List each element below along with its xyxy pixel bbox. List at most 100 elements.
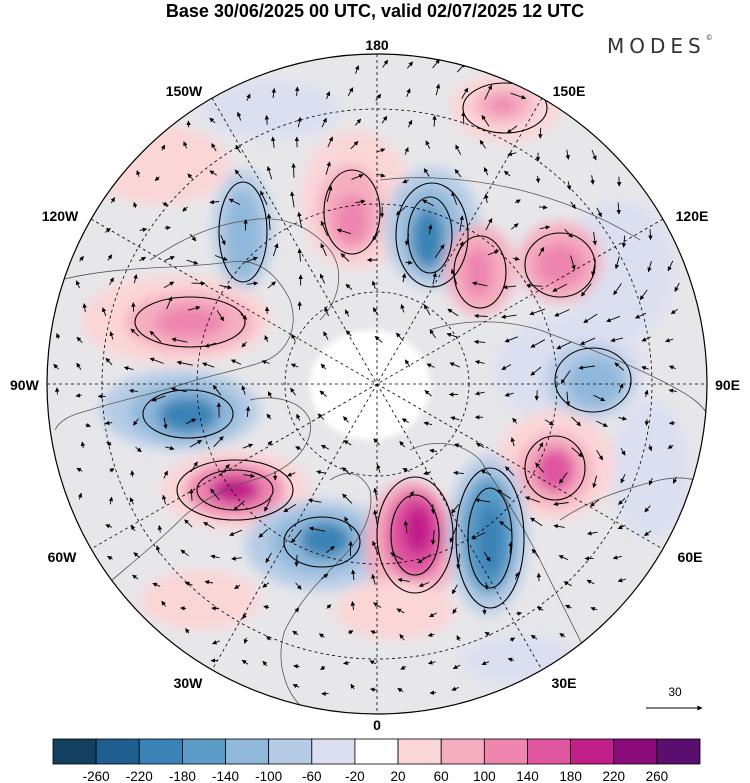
wind-vector — [185, 418, 197, 425]
wind-vector — [665, 338, 674, 343]
wind-vector — [350, 601, 356, 610]
wind-vector — [560, 370, 571, 384]
wind-vector — [373, 438, 380, 446]
wind-vector — [481, 660, 490, 666]
wind-vector — [499, 520, 512, 532]
wind-vector — [209, 117, 216, 124]
lon-label-150w: 150W — [166, 83, 203, 99]
wind-vector — [565, 391, 571, 407]
wind-vector — [214, 255, 228, 261]
wind-vector — [556, 341, 572, 350]
wind-vector — [370, 687, 378, 692]
wind-vector — [446, 332, 459, 339]
wind-vector — [291, 529, 302, 544]
wind-vector — [501, 314, 517, 319]
wind-vector — [187, 173, 193, 180]
wind-vector — [185, 628, 190, 634]
colorbar-swatch — [397, 738, 442, 765]
wind-vector — [428, 224, 433, 235]
arctic-region — [310, 330, 430, 440]
wind-vector — [216, 310, 225, 322]
wind-vector — [164, 256, 175, 262]
wind-vector — [171, 337, 188, 343]
wind-vector — [484, 84, 493, 100]
wind-vector — [395, 332, 404, 342]
colorbar-tick-label: -60 — [302, 769, 322, 783]
wind-vector — [246, 93, 251, 101]
wind-vector — [163, 417, 168, 430]
wind-vector — [351, 174, 364, 180]
wind-vector — [327, 136, 333, 148]
polar-map: 180 0 90W 90E 150W 120W 150E 120E 60W 30… — [10, 37, 740, 730]
wind-vector — [559, 472, 568, 484]
wind-vector — [235, 144, 241, 154]
wind-vector — [526, 283, 543, 288]
wind-vector — [647, 260, 652, 273]
wind-vector — [579, 337, 596, 345]
wind-vector — [321, 117, 327, 128]
lon-label-0: 0 — [373, 717, 381, 730]
wind-vector — [484, 631, 491, 637]
wind-vector — [614, 256, 620, 270]
wind-vector — [266, 213, 272, 231]
wind-vector — [236, 111, 242, 121]
wind-vector — [535, 176, 541, 184]
wind-vector — [184, 519, 193, 528]
wind-vector — [565, 149, 570, 160]
wind-vector — [355, 199, 366, 204]
wind-vector — [53, 363, 59, 370]
wind-vector — [570, 255, 576, 270]
wind-vector — [320, 243, 327, 256]
wind-vector — [190, 461, 198, 473]
wind-vector — [345, 330, 352, 337]
wind-vector — [182, 206, 188, 212]
wind-vector — [483, 552, 491, 562]
anomaly-contours — [134, 82, 632, 609]
wind-vector — [502, 284, 517, 290]
wind-vector — [407, 61, 414, 69]
wind-vector — [505, 466, 515, 476]
colorbar-tick-label: 100 — [473, 769, 496, 783]
wind-vector — [231, 556, 242, 561]
wind-vector — [510, 92, 527, 100]
wind-vector — [417, 554, 432, 564]
wind-vector — [320, 363, 327, 370]
wind-vector — [641, 336, 651, 342]
wind-vector — [474, 360, 485, 365]
wind-vector — [108, 496, 114, 505]
wind-vector — [507, 151, 517, 157]
wind-vector — [291, 163, 296, 178]
colorbar-tick-label: 60 — [434, 769, 449, 783]
wind-vector — [429, 329, 436, 339]
wind-vector — [128, 388, 139, 394]
wind-vector — [344, 516, 353, 532]
wind-vector — [641, 365, 649, 371]
wind-vector — [553, 524, 565, 529]
colorbar-swatch — [181, 738, 226, 765]
wind-vector — [104, 227, 111, 233]
lon-label-120e: 120E — [676, 208, 709, 224]
wind-vector — [105, 524, 113, 529]
wind-vector — [133, 274, 138, 284]
wind-vector — [243, 473, 255, 478]
wind-vector — [672, 476, 678, 484]
wind-vector — [326, 545, 335, 553]
wind-vector — [204, 342, 216, 348]
wind-vector — [510, 223, 519, 230]
wind-vector — [370, 630, 377, 635]
wind-vector — [149, 330, 162, 343]
wind-vector — [234, 169, 243, 179]
wind-vector — [326, 604, 332, 609]
wind-vector — [484, 581, 489, 591]
chart-title: Base 30/06/2025 00 UTC, valid 02/07/2025… — [165, 1, 585, 21]
wind-vector — [596, 420, 608, 427]
wind-vector — [667, 260, 674, 272]
colorbar-tick-label: -220 — [126, 769, 153, 783]
wind-vector — [621, 235, 627, 248]
wind-vector — [483, 167, 489, 176]
wind-vector — [79, 255, 84, 262]
wind-vector — [593, 394, 606, 402]
wind-vector — [294, 86, 300, 96]
wind-vector — [354, 118, 362, 126]
wind-vector — [472, 281, 488, 287]
